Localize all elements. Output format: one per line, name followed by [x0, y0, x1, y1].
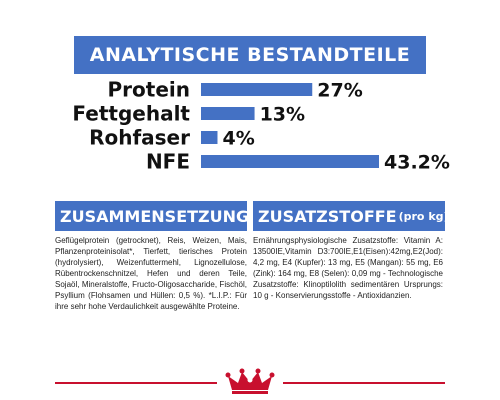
analysis-bar-chart: Protein 27% Fettgehalt 13% Rohfaser 4% NFE 43.2…	[72, 78, 450, 174]
footer-line-left	[55, 382, 217, 384]
value-label: 13%	[260, 104, 305, 126]
analysis-title: ANALYTISCHE BESTANDTEILE	[89, 44, 411, 66]
composition-title: ZUSAMMENSETZUNG	[60, 206, 247, 226]
additives-title-suffix: (pro kg)	[398, 209, 445, 223]
additives-title-bar: ZUSATZSTOFFE (pro kg)	[253, 201, 445, 231]
bar	[201, 155, 379, 168]
bar	[201, 107, 255, 120]
value-label: 43.2%	[384, 152, 450, 174]
composition-title-bar: ZUSAMMENSETZUNG	[55, 201, 247, 231]
category-label: Fettgehalt	[72, 102, 190, 126]
bar	[201, 131, 218, 144]
value-label: 27%	[317, 80, 362, 102]
additives-text: Ernährungsphysiologische Zusatzstoffe: V…	[253, 236, 443, 300]
composition-text: Geflügelprotein (getrocknet), Reis, Weiz…	[55, 236, 247, 311]
additives-title: ZUSATZSTOFFE	[258, 206, 397, 226]
category-label: NFE	[146, 150, 190, 174]
value-label: 4%	[222, 128, 254, 150]
footer-line-right	[283, 382, 445, 384]
category-label: Protein	[108, 78, 190, 102]
royal-canin-crown-icon	[225, 368, 275, 394]
bar	[201, 83, 313, 96]
category-label: Rohfaser	[89, 126, 190, 150]
section-banner-analysis: ANALYTISCHE BESTANDTEILE	[74, 36, 426, 74]
